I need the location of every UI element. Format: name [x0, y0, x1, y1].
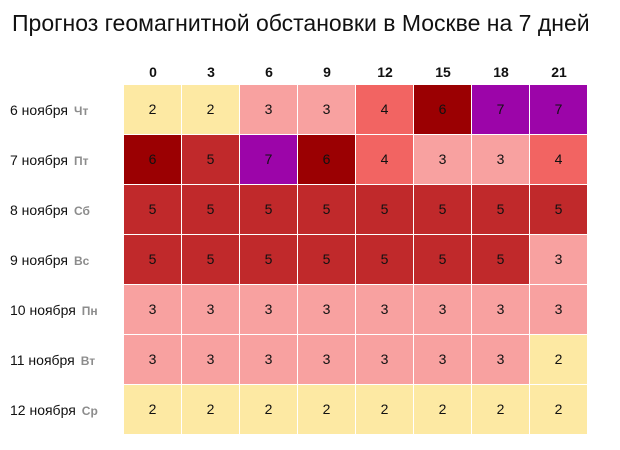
kp-cell: 4 [356, 85, 413, 134]
kp-cell: 7 [530, 85, 587, 134]
kp-cell: 5 [414, 235, 471, 284]
kp-cell: 6 [124, 135, 181, 184]
day-label: 9 ноября Вс [10, 235, 89, 285]
kp-cell: 5 [356, 185, 413, 234]
kp-cell: 5 [182, 185, 239, 234]
kp-cell: 3 [298, 85, 355, 134]
kp-cell: 2 [240, 385, 297, 434]
kp-cell: 7 [240, 135, 297, 184]
day-date: 11 ноября [10, 352, 75, 368]
day-label: 11 ноября Вт [10, 335, 95, 385]
day-row: 10 ноября Пн 3 3 3 3 3 3 3 3 [0, 285, 620, 335]
kp-cell: 2 [530, 385, 587, 434]
kp-cell: 5 [240, 235, 297, 284]
kp-cell: 3 [240, 335, 297, 384]
kp-cell: 5 [182, 135, 239, 184]
kp-cell: 3 [472, 285, 529, 334]
day-label: 8 ноября Сб [10, 185, 90, 235]
kp-cell: 3 [414, 135, 471, 184]
kp-cell: 3 [472, 135, 529, 184]
kp-cell: 5 [356, 235, 413, 284]
day-date: 6 ноября [10, 102, 69, 118]
kp-cell: 5 [472, 185, 529, 234]
kp-cell: 3 [240, 85, 297, 134]
hour-header-row: 0 3 6 9 12 15 18 21 [124, 64, 588, 84]
kp-cell: 2 [124, 385, 181, 434]
day-of-week: Вт [80, 354, 96, 368]
day-label: 7 ноября Пт [10, 135, 89, 185]
kp-cell: 2 [124, 85, 181, 134]
day-of-week: Пн [81, 304, 98, 318]
kp-cell: 6 [298, 135, 355, 184]
kp-cell: 3 [298, 335, 355, 384]
kp-cell: 3 [124, 335, 181, 384]
hour-label-9: 9 [323, 64, 331, 80]
day-row: 11 ноября Вт 3 3 3 3 3 3 3 2 [0, 335, 620, 385]
hour-label-21: 21 [551, 64, 567, 80]
kp-cell: 2 [530, 335, 587, 384]
day-date: 9 ноября [10, 252, 69, 268]
day-of-week: Ср [81, 404, 98, 418]
day-row: 6 ноября Чт 2 2 3 3 4 6 7 7 [0, 85, 620, 135]
kp-cell: 5 [182, 235, 239, 284]
hour-label-12: 12 [377, 64, 393, 80]
kp-cell: 3 [124, 285, 181, 334]
kp-cell: 3 [414, 285, 471, 334]
day-date: 7 ноября [10, 152, 69, 168]
hour-label-3: 3 [207, 64, 215, 80]
kp-cell: 3 [182, 335, 239, 384]
kp-cell: 3 [298, 285, 355, 334]
day-of-week: Вс [74, 254, 90, 268]
kp-cell: 3 [530, 285, 587, 334]
hour-label-6: 6 [265, 64, 273, 80]
day-label: 12 ноября Ср [10, 385, 98, 435]
kp-cell: 5 [298, 235, 355, 284]
kp-cell: 4 [530, 135, 587, 184]
day-of-week: Сб [74, 204, 90, 218]
day-label: 10 ноября Пн [10, 285, 98, 335]
kp-cell: 5 [240, 185, 297, 234]
kp-cell: 7 [472, 85, 529, 134]
day-row: 12 ноября Ср 2 2 2 2 2 2 2 2 [0, 385, 620, 435]
kp-cell: 4 [356, 135, 413, 184]
hour-label-15: 15 [435, 64, 451, 80]
kp-cell: 5 [298, 185, 355, 234]
day-row: 8 ноября Сб 5 5 5 5 5 5 5 5 [0, 185, 620, 235]
kp-cell: 3 [240, 285, 297, 334]
day-row: 7 ноября Пт 6 5 7 6 4 3 3 4 [0, 135, 620, 185]
kp-cell: 3 [356, 285, 413, 334]
kp-cell: 5 [124, 235, 181, 284]
kp-cell: 2 [182, 85, 239, 134]
day-label: 6 ноября Чт [10, 85, 88, 135]
kp-cell: 3 [182, 285, 239, 334]
kp-cell: 5 [124, 185, 181, 234]
day-of-week: Пт [74, 154, 89, 168]
kp-cell: 2 [182, 385, 239, 434]
kp-cell: 6 [414, 85, 471, 134]
kp-cell: 5 [472, 235, 529, 284]
page-title: Прогноз геомагнитной обстановки в Москве… [12, 10, 590, 36]
hour-label-0: 0 [149, 64, 157, 80]
kp-cell: 5 [530, 185, 587, 234]
day-date: 8 ноября [10, 202, 69, 218]
kp-cell: 3 [356, 335, 413, 384]
kp-cell: 2 [472, 385, 529, 434]
day-date: 12 ноября [10, 402, 76, 418]
day-row: 9 ноября Вс 5 5 5 5 5 5 5 3 [0, 235, 620, 285]
hour-label-18: 18 [493, 64, 509, 80]
kp-cell: 2 [414, 385, 471, 434]
kp-cell: 3 [472, 335, 529, 384]
day-date: 10 ноября [10, 302, 76, 318]
kp-cell: 2 [298, 385, 355, 434]
kp-cell: 2 [356, 385, 413, 434]
kp-cell: 3 [530, 235, 587, 284]
day-of-week: Чт [74, 104, 89, 118]
kp-cell: 3 [414, 335, 471, 384]
kp-cell: 5 [414, 185, 471, 234]
